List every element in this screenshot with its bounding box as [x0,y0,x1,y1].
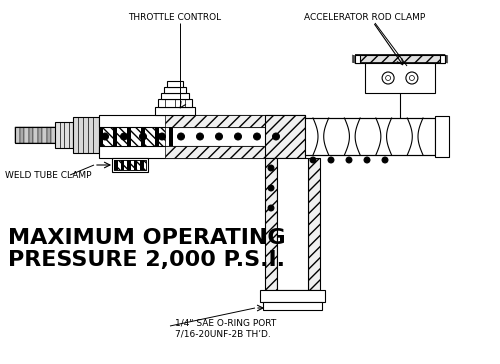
Bar [38,127,42,143]
Bar [263,302,322,310]
Circle shape [158,133,166,140]
Bar [114,160,146,170]
Bar [55,122,73,148]
Circle shape [382,157,388,163]
Bar [355,55,360,63]
Bar [134,160,137,170]
Circle shape [102,133,108,140]
Polygon shape [113,127,116,146]
Bar [99,146,305,158]
Bar [164,87,186,93]
Bar [28,127,33,143]
Bar [155,107,195,115]
Bar [99,127,165,146]
Text: THROTTLE CONTROL: THROTTLE CONTROL [128,13,222,23]
Circle shape [254,133,260,140]
Text: 1/4" SAE O-RING PORT
7/16-20UNF-2B TH’D.: 1/4" SAE O-RING PORT 7/16-20UNF-2B TH’D. [175,318,276,339]
Circle shape [346,157,352,163]
Bar [355,55,445,63]
Bar [114,160,146,170]
Bar [308,158,320,290]
Bar [265,158,277,290]
Circle shape [272,133,280,140]
Bar [46,127,51,143]
Bar [440,55,445,63]
Bar [277,158,308,290]
Circle shape [406,72,418,84]
Circle shape [310,157,316,163]
Bar [158,99,192,107]
Polygon shape [127,127,130,146]
Polygon shape [169,127,172,146]
Circle shape [268,185,274,191]
Circle shape [234,133,242,140]
Bar [33,127,38,143]
Bar [42,127,46,143]
Circle shape [364,157,370,163]
Circle shape [196,133,203,140]
Circle shape [216,133,222,140]
Bar [51,127,56,143]
Bar [114,160,117,170]
Bar [260,290,325,302]
Polygon shape [99,127,102,146]
Bar [20,127,24,143]
Bar [15,127,20,143]
Circle shape [386,75,390,80]
Bar [15,127,56,143]
Bar [127,160,130,170]
Circle shape [410,75,414,80]
Bar [165,115,305,127]
Bar [165,146,305,158]
Bar [167,81,183,87]
Circle shape [268,205,274,211]
Polygon shape [141,127,144,146]
Bar [365,63,435,93]
Circle shape [382,72,394,84]
Circle shape [178,133,184,140]
Bar [140,160,143,170]
Text: WELD TUBE CLAMP: WELD TUBE CLAMP [5,170,92,179]
Bar [112,158,148,172]
Bar [161,93,189,99]
Bar [305,118,435,155]
Bar [24,127,28,143]
Bar [73,117,99,153]
Text: ACCELERATOR ROD CLAMP: ACCELERATOR ROD CLAMP [304,13,426,23]
Text: MAXIMUM OPERATING
PRESSURE 2,000 P.S.I.: MAXIMUM OPERATING PRESSURE 2,000 P.S.I. [8,228,285,270]
Circle shape [120,133,128,140]
Bar [120,160,124,170]
Circle shape [268,165,274,171]
Bar [99,115,305,127]
Bar [265,115,305,158]
Circle shape [328,157,334,163]
Circle shape [140,133,146,140]
Polygon shape [155,127,158,146]
Bar [435,116,449,157]
